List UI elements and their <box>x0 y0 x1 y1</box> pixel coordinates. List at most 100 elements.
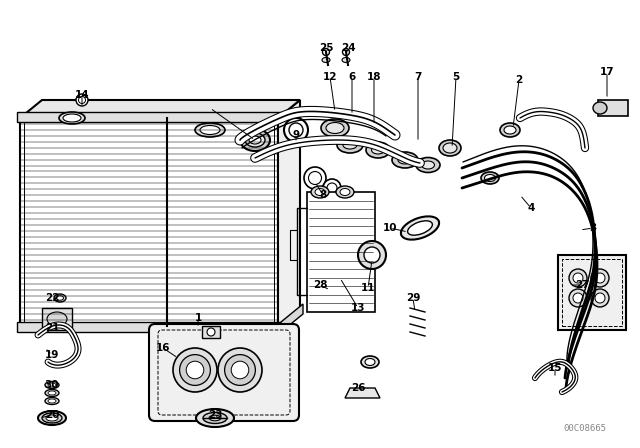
Circle shape <box>284 118 308 142</box>
Ellipse shape <box>63 114 81 122</box>
Ellipse shape <box>240 129 270 151</box>
Text: 22: 22 <box>45 293 60 303</box>
Text: 11: 11 <box>361 283 375 293</box>
Circle shape <box>595 273 605 283</box>
Ellipse shape <box>439 140 461 156</box>
Ellipse shape <box>45 397 59 405</box>
Polygon shape <box>278 100 300 326</box>
Circle shape <box>573 293 583 303</box>
Text: 17: 17 <box>600 67 614 77</box>
Circle shape <box>79 96 86 103</box>
Text: 12: 12 <box>323 72 337 82</box>
Text: 19: 19 <box>45 350 59 360</box>
Ellipse shape <box>365 358 375 366</box>
Ellipse shape <box>340 189 350 195</box>
Ellipse shape <box>408 221 433 235</box>
Ellipse shape <box>366 142 390 158</box>
Text: 24: 24 <box>340 43 355 53</box>
Ellipse shape <box>209 415 221 421</box>
Ellipse shape <box>48 399 56 403</box>
Ellipse shape <box>48 383 56 387</box>
Ellipse shape <box>337 137 363 153</box>
Ellipse shape <box>38 411 66 425</box>
Ellipse shape <box>481 172 499 184</box>
Ellipse shape <box>42 413 62 423</box>
Text: 00C08665: 00C08665 <box>563 423 607 432</box>
Ellipse shape <box>593 102 607 114</box>
Circle shape <box>595 293 605 303</box>
Circle shape <box>173 348 217 392</box>
Text: 8: 8 <box>319 190 326 200</box>
Text: 15: 15 <box>548 363 563 373</box>
Ellipse shape <box>484 175 495 181</box>
Text: 2: 2 <box>515 75 523 85</box>
Ellipse shape <box>371 146 385 154</box>
Circle shape <box>591 289 609 307</box>
Bar <box>307 192 375 312</box>
Polygon shape <box>20 100 300 118</box>
Ellipse shape <box>56 296 63 300</box>
Bar <box>558 255 626 330</box>
Polygon shape <box>281 304 303 332</box>
Text: 23: 23 <box>208 410 222 420</box>
Text: 14: 14 <box>75 90 90 100</box>
Bar <box>562 259 622 326</box>
Circle shape <box>569 269 587 287</box>
Text: 7: 7 <box>414 72 422 82</box>
Circle shape <box>364 247 380 263</box>
Text: 1: 1 <box>195 313 202 323</box>
Ellipse shape <box>361 356 379 368</box>
Text: 26: 26 <box>351 383 365 393</box>
Text: 28: 28 <box>313 280 327 290</box>
Circle shape <box>342 48 349 56</box>
Ellipse shape <box>321 119 349 137</box>
Ellipse shape <box>422 161 435 169</box>
Ellipse shape <box>196 409 234 427</box>
Ellipse shape <box>59 112 85 124</box>
Text: 30: 30 <box>45 380 60 390</box>
Ellipse shape <box>443 143 457 153</box>
Ellipse shape <box>245 133 265 147</box>
Ellipse shape <box>336 186 354 198</box>
Circle shape <box>591 269 609 287</box>
FancyBboxPatch shape <box>149 324 299 421</box>
Bar <box>20 118 278 326</box>
Text: 5: 5 <box>452 72 460 82</box>
Bar <box>24 122 274 322</box>
Ellipse shape <box>46 415 58 421</box>
Ellipse shape <box>48 391 56 395</box>
Circle shape <box>308 172 321 185</box>
Text: 6: 6 <box>348 72 356 82</box>
Circle shape <box>573 273 583 283</box>
Ellipse shape <box>315 189 325 195</box>
Ellipse shape <box>416 158 440 172</box>
Text: 16: 16 <box>156 343 170 353</box>
Ellipse shape <box>47 312 67 326</box>
Text: 25: 25 <box>319 43 333 53</box>
Circle shape <box>186 361 204 379</box>
Text: 29: 29 <box>406 293 420 303</box>
Text: 27: 27 <box>575 280 589 290</box>
Ellipse shape <box>398 156 412 164</box>
Circle shape <box>180 355 211 385</box>
Ellipse shape <box>45 389 59 396</box>
Circle shape <box>327 183 337 193</box>
Circle shape <box>207 328 215 336</box>
Ellipse shape <box>322 57 330 63</box>
Circle shape <box>304 167 326 189</box>
Text: 3: 3 <box>589 223 596 233</box>
Ellipse shape <box>195 123 225 137</box>
Circle shape <box>218 348 262 392</box>
Text: 21: 21 <box>45 323 60 333</box>
Ellipse shape <box>203 413 227 423</box>
Polygon shape <box>345 388 380 398</box>
Bar <box>598 100 628 116</box>
Ellipse shape <box>504 126 516 134</box>
Circle shape <box>569 289 587 307</box>
Text: 20: 20 <box>45 410 60 420</box>
Circle shape <box>323 48 330 56</box>
Ellipse shape <box>45 382 59 388</box>
Ellipse shape <box>343 141 357 149</box>
Circle shape <box>289 123 303 137</box>
Text: 18: 18 <box>367 72 381 82</box>
